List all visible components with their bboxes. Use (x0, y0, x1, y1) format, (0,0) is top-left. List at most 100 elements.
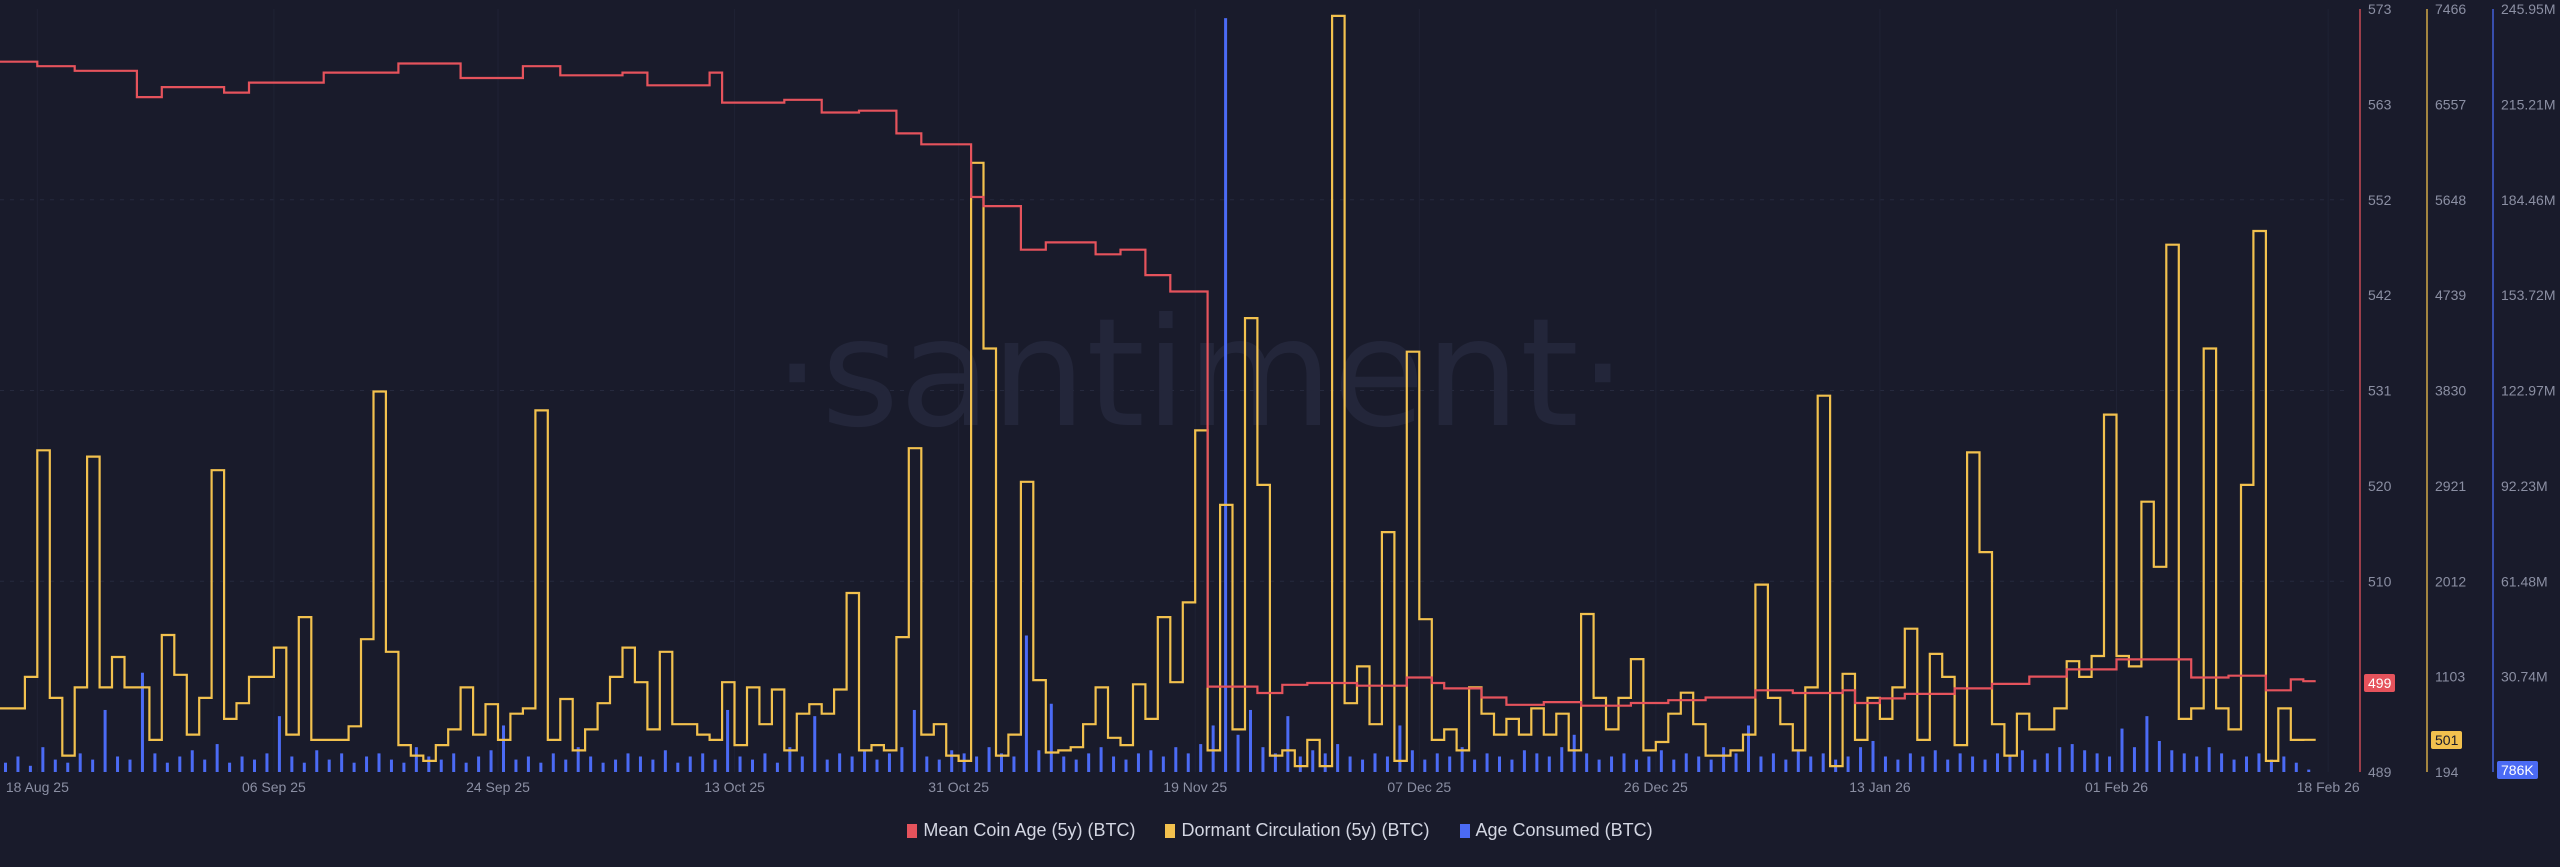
age-consumed-bar (1572, 734, 1576, 772)
age-consumed-bar (1697, 756, 1701, 772)
age-consumed-axis-tick: 61.48M (2501, 573, 2548, 589)
age-consumed-bar (1747, 725, 1750, 772)
age-consumed-bar (1510, 759, 1514, 772)
age-consumed-bar (813, 716, 817, 772)
age-consumed-bar (277, 716, 281, 772)
age-consumed-bar (1435, 753, 1439, 772)
age-consumed-bar (41, 747, 45, 772)
age-consumed-bar (1996, 753, 1999, 772)
age-consumed-bar (564, 759, 568, 772)
y-axes: 573 563 552 542 531 520 510 489 7466 6557 5648 4739… (2359, 1, 2555, 780)
age-consumed-bar (825, 759, 829, 772)
age-consumed-bar (887, 753, 891, 772)
age-consumed-bar (987, 747, 991, 772)
age-consumed-bar (1037, 750, 1041, 772)
mean-coin-age-axis-tick: 542 (2368, 287, 2392, 303)
legend-item-age-consumed[interactable]: Age Consumed (BTC) (1459, 820, 1653, 841)
age-consumed-bar (290, 756, 294, 772)
age-consumed-bar (912, 709, 916, 772)
age-consumed-bar (165, 762, 169, 772)
age-consumed-bar (551, 753, 555, 772)
age-consumed-bar (1000, 753, 1003, 772)
age-consumed-bar (215, 744, 219, 772)
x-tick-label: 24 Sep 25 (466, 779, 530, 795)
age-consumed-bar (78, 753, 82, 772)
legend-swatch-blue (1459, 823, 1470, 838)
age-consumed-bar (589, 756, 593, 772)
age-consumed-bar (1348, 756, 1352, 772)
mean-coin-age-axis-tick: 489 (2368, 764, 2392, 780)
age-consumed-bar (489, 750, 493, 772)
age-consumed-bar (975, 756, 979, 772)
age-consumed-axis-tick: 153.72M (2501, 287, 2555, 303)
age-consumed-bar (1821, 753, 1825, 772)
age-consumed-bar (1634, 759, 1638, 772)
age-consumed-bar (651, 759, 655, 772)
age-consumed-bar (2120, 728, 2124, 772)
age-consumed-bar (1112, 756, 1116, 772)
age-consumed-bar (1684, 753, 1688, 772)
age-consumed-bar (775, 762, 779, 772)
x-tick-label: 18 Aug 25 (6, 779, 69, 795)
age-consumed-bar (365, 756, 369, 772)
legend-item-mean-coin-age[interactable]: Mean Coin Age (5y) (BTC) (907, 820, 1135, 841)
age-consumed-bar (203, 759, 207, 772)
age-consumed-bar (2207, 747, 2211, 772)
x-tick-label: 26 Dec 25 (1624, 779, 1688, 795)
legend-swatch-yellow (1165, 823, 1176, 838)
x-axis: 18 Aug 25 06 Sep 25 24 Sep 25 13 Oct 25 31 O… (6, 779, 2360, 795)
age-consumed-bar (1286, 716, 1290, 772)
age-consumed-bar (838, 753, 842, 772)
age-consumed-bar (2033, 759, 2037, 772)
legend-label: Mean Coin Age (5y) (BTC) (923, 820, 1136, 840)
age-consumed-bar (2257, 753, 2261, 772)
age-consumed-bar (1709, 759, 1713, 772)
mean-coin-age-axis-tick: 520 (2368, 478, 2392, 494)
dormant-circulation-axis-tick: 3830 (2435, 383, 2466, 399)
age-consumed-bar (1199, 744, 1203, 772)
age-consumed-bar (2058, 747, 2062, 772)
age-consumed-bar (315, 750, 319, 772)
age-consumed-bar (452, 753, 456, 772)
age-consumed-bar (228, 762, 232, 772)
mean-coin-age-axis-tick: 552 (2368, 192, 2392, 208)
age-consumed-bar (352, 762, 356, 772)
age-consumed-bar (800, 756, 804, 772)
age-consumed-bar (1236, 734, 1240, 772)
age-consumed-bar (900, 747, 904, 772)
age-consumed-bar (2045, 753, 2049, 772)
age-consumed-bar (1074, 759, 1078, 772)
age-consumed-bar (140, 672, 144, 772)
age-consumed-bar (937, 759, 941, 772)
age-consumed-bar (153, 753, 157, 772)
age-consumed-bar (1547, 756, 1551, 772)
age-consumed-bar (1597, 759, 1601, 772)
mean-coin-age-axis-tick: 573 (2368, 1, 2392, 17)
age-consumed-bar (178, 756, 182, 772)
age-consumed-bar (439, 759, 443, 772)
age-consumed-last-value-badge: 786K (2497, 761, 2538, 779)
age-consumed-bar (1759, 756, 1763, 772)
age-consumed-bar (1784, 759, 1788, 772)
age-consumed-bar (1722, 747, 1726, 772)
age-consumed-bar (1298, 756, 1302, 772)
dormant-circulation-axis-tick: 2012 (2435, 573, 2466, 589)
age-consumed-bar (1062, 756, 1066, 772)
x-tick-label: 19 Nov 25 (1163, 779, 1227, 795)
age-consumed-bar (28, 765, 32, 772)
age-consumed-bar (1385, 756, 1389, 772)
age-consumed-bar (1846, 756, 1850, 772)
age-consumed-bar (601, 762, 605, 772)
age-consumed-bar (788, 747, 792, 772)
age-consumed-bar (1859, 747, 1863, 772)
legend-item-dormant-circulation[interactable]: Dormant Circulation (5y) (BTC) (1165, 820, 1430, 841)
age-consumed-bar (53, 759, 57, 772)
age-consumed-bar (402, 762, 406, 772)
age-consumed-bar (1012, 756, 1016, 772)
age-consumed-bar (713, 759, 717, 772)
mean-coin-age-axis-tick: 563 (2368, 96, 2392, 112)
dormant-circulation-axis-tick: 5648 (2435, 192, 2466, 208)
age-consumed-bar (701, 753, 705, 772)
age-consumed-bar (539, 762, 543, 772)
age-consumed-bar (875, 759, 879, 772)
